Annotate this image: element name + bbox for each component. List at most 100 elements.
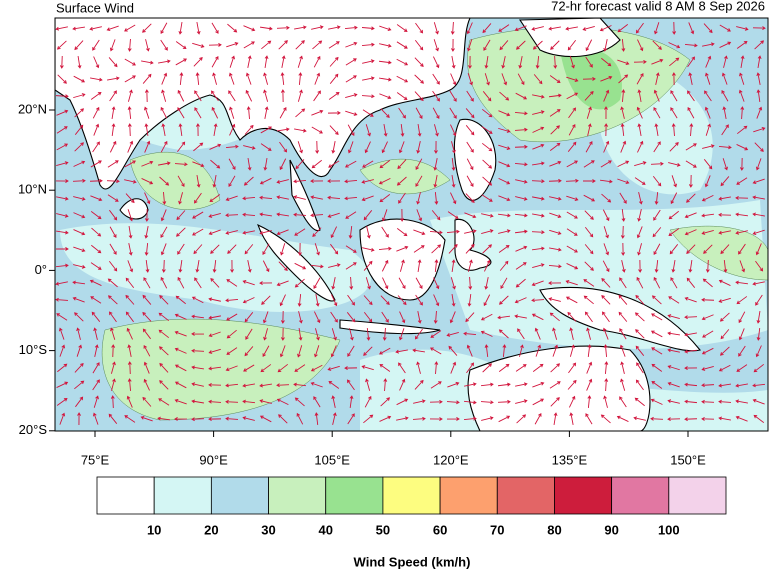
wind-arrow (567, 39, 577, 51)
wind-arrow (417, 124, 422, 137)
wind-arrow (669, 57, 680, 67)
wind-arrow (652, 40, 662, 50)
wind-arrow (365, 124, 371, 137)
wind-arrow (380, 397, 391, 407)
wind-arrow (331, 277, 336, 290)
wind-arrow (276, 212, 289, 217)
wind-arrow (433, 277, 440, 290)
wind-arrow (671, 72, 676, 86)
wind-arrow (531, 179, 545, 184)
wind-arrow (701, 229, 714, 235)
wind-arrow (701, 314, 714, 321)
wind-arrow (194, 192, 202, 204)
wind-arrow (142, 294, 152, 305)
wind-arrow (599, 179, 613, 184)
wind-arrow (109, 311, 117, 323)
wind-arrow (314, 345, 320, 358)
wind-arrow (247, 158, 252, 171)
wind-arrow (720, 176, 730, 187)
wind-arrow (124, 415, 136, 423)
wind-arrow (90, 262, 102, 270)
wind-arrow (634, 312, 645, 322)
wind-arrow (226, 313, 238, 321)
wind-arrow (601, 311, 610, 323)
wind-arrow (107, 278, 118, 288)
wind-arrow (450, 361, 457, 374)
wind-arrow (210, 277, 220, 288)
colorbar-box (611, 476, 670, 515)
wind-arrow (756, 327, 761, 341)
wind-arrow (621, 260, 626, 273)
wind-arrow (90, 211, 102, 220)
wind-arrow (567, 311, 577, 322)
wind-arrow (532, 40, 543, 50)
wind-arrow (90, 91, 102, 100)
wind-arrow (143, 378, 150, 391)
wind-arrow (74, 124, 84, 135)
wind-arrow (175, 295, 186, 305)
wind-arrow (345, 211, 357, 219)
wind-arrow (417, 259, 422, 272)
wind-arrow (498, 195, 511, 202)
wind-arrow (157, 416, 171, 421)
wind-arrow (705, 55, 712, 68)
wind-arrow (549, 109, 561, 117)
wind-arrow (414, 74, 424, 84)
wind-arrow (450, 124, 457, 137)
wind-arrow (276, 179, 289, 184)
wind-arrow (260, 364, 272, 373)
wind-arrow (446, 400, 460, 405)
wind-arrow (534, 412, 542, 425)
wind-arrow (484, 277, 489, 290)
wind-arrow (74, 312, 84, 322)
wind-arrow (655, 72, 660, 85)
wind-arrow (464, 212, 477, 219)
wind-arrow (413, 245, 425, 253)
wind-arrow (550, 125, 560, 135)
wind-arrow (110, 361, 116, 374)
wind-arrow (126, 327, 133, 340)
wind-arrow (92, 412, 99, 425)
wind-arrow (434, 191, 439, 205)
wind-arrow (584, 311, 593, 323)
wind-arrow (638, 259, 643, 273)
wind-arrow (412, 416, 426, 421)
wind-arrow (498, 329, 509, 339)
wind-arrow (515, 179, 528, 184)
wind-arrow (212, 175, 217, 188)
wind-arrow (701, 347, 714, 355)
wind-arrow (94, 344, 99, 357)
wind-arrow (72, 280, 86, 285)
wind-arrow (583, 194, 596, 202)
wind-arrow (361, 94, 375, 99)
wind-arrow (278, 40, 288, 50)
wind-arrow (621, 89, 626, 103)
wind-arrow (484, 344, 489, 358)
wind-arrow (531, 230, 545, 235)
wind-arrow (684, 366, 698, 370)
wind-arrow (434, 259, 439, 273)
wind-arrow (565, 26, 578, 31)
wind-arrow (702, 42, 715, 47)
wind-arrow (467, 39, 473, 52)
wind-arrow (569, 412, 574, 425)
wind-arrow (310, 195, 323, 200)
wind-arrow (161, 72, 168, 85)
wind-arrow (107, 160, 119, 168)
wind-arrow (143, 361, 150, 374)
wind-arrow (140, 415, 153, 422)
wind-arrow (345, 245, 357, 253)
colorbar-label: 60 (433, 522, 447, 537)
wind-arrow (242, 280, 255, 286)
wind-arrow (362, 76, 375, 81)
wind-arrow (59, 55, 64, 69)
wind-arrow (582, 76, 596, 81)
wind-arrow (225, 416, 239, 421)
wind-arrow (684, 43, 698, 48)
wind-arrow (514, 111, 528, 116)
wind-arrow (263, 328, 269, 341)
lon-label: 120°E (433, 452, 469, 467)
wind-arrow (56, 40, 67, 50)
wind-arrow (601, 57, 612, 67)
wind-arrow (532, 143, 545, 150)
